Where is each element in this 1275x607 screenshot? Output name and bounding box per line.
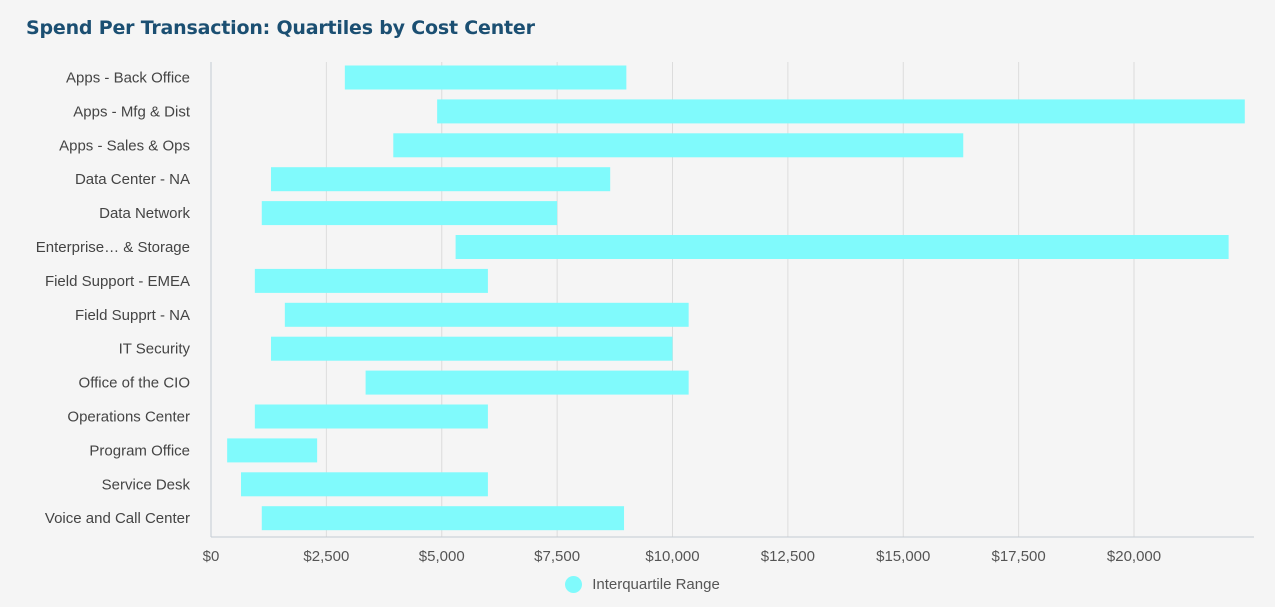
iqr-bar[interactable]	[254, 404, 488, 429]
x-tick-label: $10,000	[645, 548, 699, 565]
category-label: Operations Center	[67, 409, 190, 426]
x-tick-label: $7,500	[534, 548, 580, 565]
x-tick-label: $17,500	[992, 548, 1046, 565]
iqr-bar[interactable]	[365, 370, 689, 395]
x-tick-label: $5,000	[419, 548, 465, 565]
iqr-bar[interactable]	[437, 99, 1245, 124]
category-labels: Apps - Back Office Apps - Mfg & Dist Apps …	[36, 70, 191, 528]
category-label: IT Security	[119, 341, 191, 358]
gridlines	[325, 62, 1135, 537]
legend-swatch-icon	[565, 576, 583, 593]
iqr-bar[interactable]	[240, 472, 488, 497]
plot-area: Apps - Back Office Apps - Mfg & Dist Apps …	[36, 62, 1254, 565]
iqr-bar[interactable]	[261, 506, 625, 531]
iqr-bar[interactable]	[393, 133, 964, 158]
bars	[227, 65, 1245, 531]
x-tick-label: $12,500	[761, 548, 815, 565]
category-label: Field Support - EMEA	[45, 273, 190, 290]
iqr-bar[interactable]	[270, 336, 673, 361]
x-tick-label: $15,000	[876, 548, 930, 565]
category-label: Apps - Mfg & Dist	[73, 103, 191, 120]
legend-label[interactable]: Interquartile Range	[592, 576, 720, 593]
x-tick-label: $2,500	[303, 548, 349, 565]
iqr-bar[interactable]	[254, 268, 488, 293]
chart-title: Spend Per Transaction: Quartiles by Cost…	[26, 17, 535, 39]
iqr-bar[interactable]	[270, 167, 611, 192]
category-label: Apps - Back Office	[66, 70, 190, 87]
category-label: Office of the CIO	[79, 375, 190, 392]
category-label: Data Network	[99, 205, 190, 222]
iqr-bar[interactable]	[344, 65, 627, 90]
legend: Interquartile Range	[0, 576, 1275, 593]
x-tick-labels: $0 $2,500 $5,000 $7,500 $10,000 $12,500 $15,00…	[203, 548, 1161, 565]
x-tick-label: $20,000	[1107, 548, 1161, 565]
iqr-bar[interactable]	[227, 438, 318, 463]
iqr-bar[interactable]	[261, 201, 558, 226]
iqr-bar[interactable]	[455, 235, 1229, 259]
category-label: Service Desk	[102, 476, 191, 493]
category-label: Field Supprt - NA	[75, 307, 190, 324]
axes	[210, 62, 1254, 538]
x-tick-label: $0	[203, 548, 220, 565]
category-label: Enterprise… & Storage	[36, 239, 190, 256]
iqr-bar[interactable]	[284, 302, 689, 327]
category-label: Data Center - NA	[75, 171, 190, 188]
category-label: Voice and Call Center	[45, 510, 190, 527]
category-label: Apps - Sales & Ops	[59, 137, 190, 154]
category-label: Program Office	[89, 442, 190, 459]
